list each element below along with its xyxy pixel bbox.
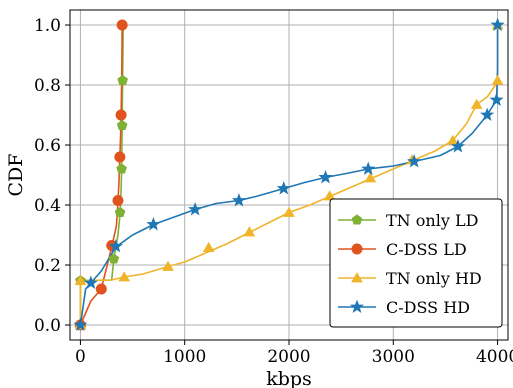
- data-point-c-dss-hd: [490, 17, 505, 32]
- data-point-tn-only-hd: [470, 98, 483, 109]
- data-point-c-dss-hd: [407, 154, 422, 168]
- data-point-tn-only-ld: [114, 206, 126, 218]
- y-tick-label: 0.6: [34, 136, 61, 156]
- legend-box: [329, 198, 503, 328]
- data-point-tn-only-ld: [117, 74, 129, 86]
- x-tick-label: 3000: [372, 347, 415, 367]
- data-point-c-dss-hd: [318, 169, 333, 184]
- legend-label-tn-only-ld: TN only LD: [386, 211, 478, 230]
- x-tick-label: 2000: [267, 347, 310, 367]
- legend-label-c-dss-ld: C-DSS LD: [386, 240, 467, 259]
- legend-label-c-dss-hd: C-DSS HD: [386, 298, 470, 317]
- y-tick-label: 0.0: [34, 316, 61, 336]
- legend-label-tn-only-hd: TN only HD: [386, 269, 482, 288]
- data-point-c-dss-hd: [146, 217, 161, 231]
- data-point-c-dss-hd: [276, 181, 291, 195]
- legend-marker-tn-only-ld: [351, 214, 363, 225]
- data-point-c-dss-hd: [188, 202, 203, 216]
- data-point-c-dss-ld: [114, 151, 126, 163]
- legend-marker-c-dss-hd: [349, 299, 365, 314]
- series-points-c-dss-ld: [74, 19, 128, 331]
- data-point-tn-only-hd: [283, 206, 295, 217]
- data-point-c-dss-ld: [112, 195, 124, 206]
- legend-marker-tn-only-hd: [351, 272, 363, 283]
- y-tick-label: 0.2: [34, 256, 61, 276]
- y-tick-label: 0.4: [34, 196, 61, 216]
- data-point-tn-only-hd: [162, 260, 174, 271]
- data-point-c-dss-ld: [95, 283, 107, 295]
- data-point-tn-only-hd: [243, 226, 256, 237]
- data-point-tn-only-hd: [118, 271, 131, 282]
- data-point-tn-only-ld: [108, 253, 120, 264]
- x-tick-label: 0: [75, 347, 86, 367]
- data-point-c-dss-hd: [361, 161, 376, 176]
- data-point-c-dss-hd: [73, 317, 88, 332]
- data-point-c-dss-hd: [108, 238, 123, 253]
- x-tick-label: 1000: [163, 347, 206, 367]
- data-point-c-dss-ld: [116, 19, 128, 31]
- data-point-c-dss-hd: [489, 92, 504, 107]
- data-point-tn-only-hd: [364, 172, 377, 183]
- legend-marker-c-dss-ld: [351, 243, 363, 255]
- y-axis-label: CDF: [5, 154, 27, 197]
- data-point-tn-only-hd: [323, 190, 336, 201]
- data-point-tn-only-hd: [491, 74, 504, 85]
- data-point-tn-only-ld: [116, 163, 127, 174]
- series-markers: [73, 17, 505, 332]
- y-tick-label: 1.0: [34, 16, 61, 36]
- y-tick-label: 0.8: [34, 76, 61, 96]
- data-point-c-dss-hd: [480, 107, 495, 122]
- data-point-c-dss-hd: [450, 139, 466, 153]
- data-point-c-dss-ld: [115, 109, 127, 121]
- data-point-tn-only-hd: [202, 241, 215, 252]
- series-points-c-dss-hd: [73, 17, 505, 332]
- data-point-c-dss-hd: [83, 275, 98, 290]
- grid-lines: [70, 10, 508, 340]
- data-point-tn-only-hd: [74, 274, 87, 285]
- legend: TN only LD C-DSS LD TN only HD C-DSS HD: [329, 198, 503, 328]
- x-axis-label: kbps: [266, 368, 312, 388]
- data-point-tn-only-ld: [116, 119, 128, 131]
- data-point-c-dss-hd: [231, 193, 247, 207]
